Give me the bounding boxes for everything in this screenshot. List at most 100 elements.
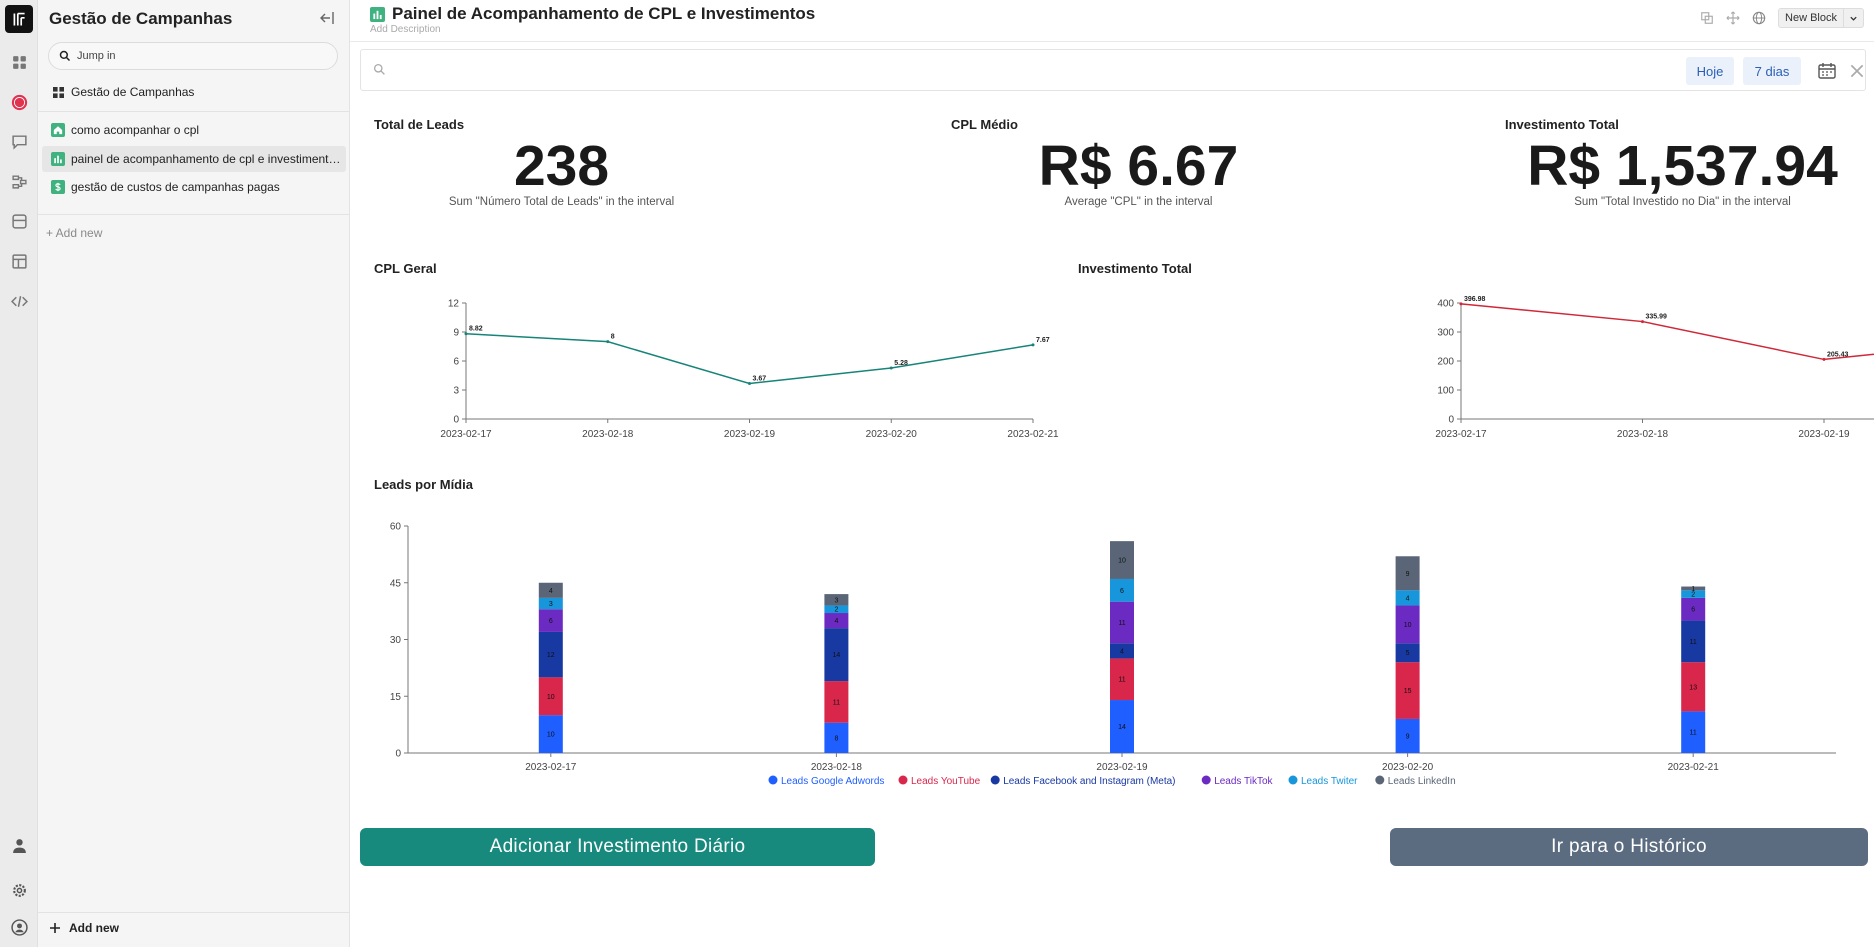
kpi-investimento-total: Investimento Total R$ 1,537.94 Sum "Tota… — [1505, 117, 1838, 208]
data-label: 8 — [611, 334, 615, 341]
move-icon[interactable] — [1726, 11, 1740, 25]
bar-value-label: 12 — [547, 652, 555, 659]
sidebar-item-painel[interactable]: painel de acompanhamento de cpl e invest… — [42, 146, 346, 172]
data-label: 205.43 — [1827, 351, 1849, 358]
today-button[interactable]: Hoje — [1686, 57, 1734, 85]
bar-segment — [538, 609, 563, 632]
legend-swatch — [1375, 775, 1385, 785]
sidebar-group-label: Gestão de Campanhas — [71, 85, 195, 99]
bar-value-label: 4 — [1120, 648, 1124, 655]
y-tick-label: 200 — [1437, 357, 1454, 368]
new-block-label: New Block — [1785, 12, 1837, 24]
cpl-line-chart: 0 3 6 9 12 2023-02-17 2023-02-18 2023-02-19 2023… — [440, 299, 1059, 441]
home-icon — [51, 123, 65, 137]
bar-segment — [824, 681, 849, 723]
filter-search-input[interactable] — [393, 60, 1443, 82]
legend-swatch — [1288, 775, 1298, 785]
bar-segment — [1395, 556, 1420, 591]
bar-segment — [538, 631, 563, 678]
y-tick-label: 60 — [390, 522, 402, 533]
globe-icon[interactable] — [1752, 11, 1766, 25]
y-tick-label: 300 — [1437, 328, 1454, 339]
account-icon[interactable] — [9, 917, 29, 937]
bar-value-label: 4 — [834, 618, 838, 625]
table-icon[interactable] — [9, 251, 29, 271]
x-tick-label: 2023-02-21 — [1007, 429, 1059, 440]
legend-label: Leads LinkedIn — [1388, 776, 1456, 787]
investimento-line-chart: 0 100 200 300 400 2023-02-17 2023-02-18 2023-02… — [1435, 296, 1874, 440]
seven-days-button[interactable]: 7 dias — [1743, 57, 1801, 85]
sidebar-item-label: como acompanhar o cpl — [71, 123, 200, 137]
legend-label: Leads Facebook and Instagram (Meta) — [1003, 776, 1175, 787]
bar-chart-icon — [51, 152, 65, 166]
search-icon — [59, 50, 71, 62]
x-tick-label: 2023-02-19 — [1798, 429, 1850, 440]
bar-segment — [1110, 578, 1134, 602]
filter-bar: Hoje 7 dias — [360, 49, 1866, 91]
bar-value-label: 6 — [1691, 607, 1695, 614]
sidebar-group-campanhas[interactable]: Gestão de Campanhas — [42, 79, 346, 105]
history-button[interactable]: Ir para o Histórico — [1390, 828, 1868, 866]
kpi-subtitle: Sum "Total Investido no Dia" in the inte… — [1574, 196, 1791, 208]
code-icon[interactable] — [9, 291, 29, 311]
data-label: 3.67 — [753, 376, 767, 383]
app-logo-icon[interactable] — [5, 5, 33, 33]
sidebar-divider — [38, 214, 350, 215]
grid-icon[interactable] — [9, 52, 29, 72]
database-icon[interactable] — [9, 211, 29, 231]
copy-icon[interactable] — [1700, 11, 1714, 25]
bar-segment — [1681, 590, 1706, 598]
kpi-subtitle: Average "CPL" in the interval — [1064, 196, 1213, 208]
bar-segment — [538, 677, 563, 716]
x-tick-label: 2023-02-19 — [724, 429, 776, 440]
bar-segment — [824, 628, 849, 682]
add-description[interactable]: Add Description — [370, 24, 441, 35]
chart-title-leads-midia: Leads por Mídia — [374, 477, 473, 492]
x-tick-label: 2023-02-17 — [525, 762, 577, 773]
y-tick-label: 0 — [395, 749, 401, 760]
x-tick-label: 2023-02-17 — [440, 429, 492, 440]
data-point — [748, 382, 751, 386]
y-tick-label: 0 — [453, 415, 459, 426]
legend-swatch — [898, 775, 908, 785]
bar-value-label: 14 — [833, 652, 841, 659]
legend-label: Leads TikTok — [1214, 776, 1273, 787]
bar-value-label: 13 — [1689, 684, 1697, 691]
bar-value-label: 3 — [834, 597, 838, 604]
workflow-icon[interactable] — [9, 171, 29, 191]
main-content: Painel de Acompanhamento de CPL e Invest… — [350, 0, 1874, 947]
notifications-badge-icon[interactable] — [9, 92, 29, 112]
y-tick-label: 9 — [453, 328, 459, 339]
bar-value-label: 6 — [1120, 588, 1124, 595]
add-daily-investment-button[interactable]: Adicionar Investimento Diário — [360, 828, 875, 866]
collapse-sidebar-icon[interactable] — [319, 10, 337, 28]
settings-gear-icon[interactable] — [9, 880, 29, 900]
bar-value-label: 11 — [1118, 677, 1125, 684]
sidebar-item-como-acompanhar[interactable]: como acompanhar o cpl — [42, 117, 346, 143]
bar-segment — [538, 582, 563, 598]
bar-segment — [1681, 711, 1706, 753]
bar-value-label: 4 — [1406, 595, 1410, 602]
bar-value-label: 15 — [1404, 688, 1412, 695]
sidebar-footer-add-new-button[interactable]: Add new — [49, 921, 119, 935]
bar-segment — [824, 605, 849, 614]
jump-in-search[interactable] — [48, 42, 338, 70]
bar-segment — [538, 597, 563, 610]
jump-in-input[interactable] — [77, 50, 317, 62]
leads-stacked-bar-chart: 0153045602023-02-171010126342023-02-1881… — [390, 522, 1836, 787]
kpi-title: CPL Médio — [951, 117, 1018, 132]
sidebar-item-label: painel de acompanhamento de cpl e invest… — [71, 152, 341, 166]
data-label: 8.82 — [469, 326, 483, 333]
comments-icon[interactable] — [9, 131, 29, 151]
bar-chart-icon — [370, 6, 385, 22]
chevron-down-icon[interactable] — [1843, 9, 1863, 27]
user-icon[interactable] — [9, 835, 29, 855]
close-icon[interactable] — [1848, 62, 1866, 80]
sidebar-item-gestao-custos[interactable]: gestão de custos de campanhas pagas — [42, 174, 346, 200]
new-block-button[interactable]: New Block — [1778, 8, 1864, 28]
y-tick-label: 45 — [390, 578, 402, 589]
bar-value-label: 11 — [1690, 639, 1697, 646]
calendar-icon[interactable] — [1817, 61, 1837, 81]
y-tick-label: 6 — [453, 357, 459, 368]
sidebar-add-new-link[interactable]: + Add new — [46, 226, 103, 240]
